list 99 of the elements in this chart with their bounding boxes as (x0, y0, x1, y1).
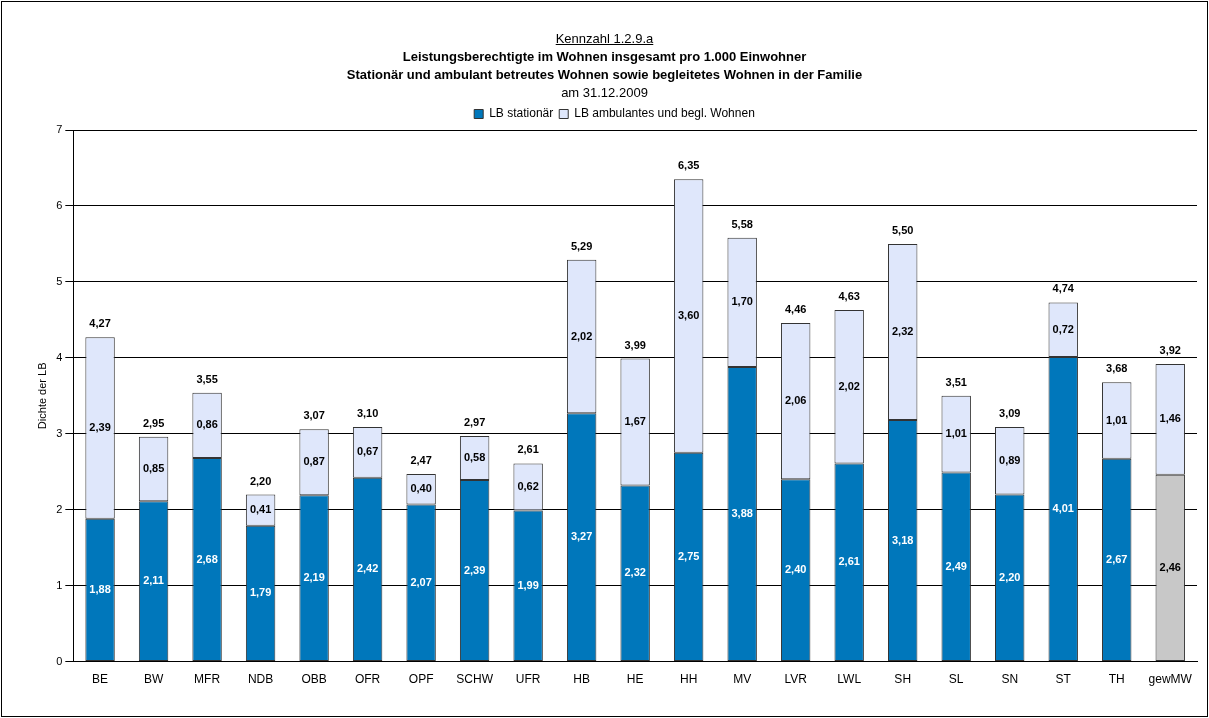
y-tick-label: 6 (56, 198, 63, 211)
data-label: 2,40 (784, 563, 807, 576)
data-label: 0,87 (303, 455, 325, 468)
data-label: 2,39 (89, 421, 111, 434)
total-label: 2,47 (410, 454, 432, 467)
data-label: 2,32 (624, 566, 646, 579)
total-label: 4,27 (89, 317, 111, 330)
total-label: 3,55 (196, 372, 218, 385)
x-tick-label: SH (894, 672, 912, 687)
total-label: 5,50 (891, 223, 914, 236)
total-label: 4,63 (838, 290, 860, 303)
total-label: 6,35 (677, 159, 700, 172)
x-tick-label: OPF (408, 672, 434, 687)
data-label: 0,62 (517, 479, 539, 492)
total-label: 2,61 (517, 443, 539, 456)
y-axis-title: Dichte der LB (35, 362, 48, 430)
x-tick-label: HE (626, 672, 644, 687)
x-tick-label: MFR (194, 672, 221, 687)
data-label: 2,06 (784, 394, 807, 407)
x-tick-label: HB (573, 672, 590, 687)
data-label: 2,46 (1159, 560, 1181, 573)
x-tick-label: BW (143, 672, 164, 687)
data-label: 2,68 (196, 552, 218, 565)
total-label: 3,92 (1159, 343, 1181, 356)
data-label: 2,75 (677, 549, 700, 562)
data-label: 1,88 (89, 582, 111, 595)
x-tick-label: LVR (784, 672, 808, 687)
x-tick-label: BE (92, 672, 109, 687)
chart-title: Leistungsberechtigte im Wohnen insgesamt pro 1.000 Einwohner (401, 48, 808, 66)
data-label: 1,79 (249, 586, 272, 599)
data-label: 2,20 (999, 570, 1021, 583)
y-tick-label: 0 (56, 654, 63, 667)
data-label: 0,40 (410, 482, 432, 495)
data-label: 1,70 (731, 295, 753, 308)
data-label: 3,88 (731, 507, 753, 520)
x-tick-label: UFR (515, 672, 541, 687)
data-label: 2,61 (838, 555, 860, 568)
total-label: 4,74 (1052, 282, 1075, 295)
x-tick-label: TH (1108, 672, 1125, 687)
data-label: 1,46 (1159, 412, 1181, 425)
x-tick-label: OBB (301, 672, 327, 687)
data-label: 0,41 (249, 503, 272, 516)
data-label: 1,67 (624, 415, 646, 428)
total-label: 3,07 (303, 409, 325, 422)
x-tick-label: OFR (354, 672, 381, 687)
y-tick-label: 7 (56, 123, 63, 136)
legend-label: LB ambulantes und begl. Wohnen (574, 106, 755, 121)
legend-label: LB stationär (489, 106, 554, 121)
text: Kennzahl 1.2.9.a (554, 30, 655, 48)
data-label: 2,02 (838, 379, 860, 392)
total-label: 3,99 (624, 338, 646, 351)
total-label: 3,09 (999, 406, 1021, 419)
data-label: 2,67 (1106, 553, 1128, 565)
y-tick-label: 2 (56, 502, 63, 515)
x-tick-label: NDB (247, 672, 274, 687)
x-tick-label: HH (680, 672, 698, 687)
data-label: 2,02 (570, 329, 593, 342)
data-label: 3,18 (891, 533, 914, 546)
data-label: 0,67 (356, 445, 379, 458)
data-label: 0,89 (999, 453, 1021, 466)
total-label: 2,97 (463, 416, 486, 429)
total-label: 2,20 (249, 474, 272, 487)
chart-subtitle: Stationär und ambulant betreutes Wohnen sowie begleitetes Wohnen in der Familie (345, 66, 864, 84)
data-label: 1,01 (1106, 413, 1128, 426)
total-label: 3,10 (356, 406, 379, 419)
data-label: 1,01 (945, 427, 967, 440)
data-label: 2,39 (463, 563, 486, 576)
data-label: 0,72 (1052, 322, 1074, 335)
total-label: 3,51 (945, 375, 967, 388)
data-label: 2,19 (303, 571, 325, 584)
x-tick-label: gewMW (1148, 672, 1193, 687)
data-label: 2,07 (410, 575, 432, 588)
x-tick-label: MV (733, 672, 752, 687)
data-label: 0,85 (142, 462, 165, 475)
total-label: 2,95 (142, 416, 165, 429)
data-label: 0,58 (463, 451, 486, 464)
total-label: 3,68 (1106, 362, 1128, 375)
total-label: 5,29 (570, 239, 593, 252)
total-label: 5,58 (731, 217, 753, 230)
data-label: 0,86 (196, 418, 218, 431)
y-tick-label: 3 (56, 426, 63, 439)
data-label: 1,99 (517, 578, 539, 591)
x-tick-label: ST (1055, 672, 1072, 687)
x-tick-label: SL (948, 672, 964, 687)
data-label: 2,42 (356, 562, 379, 575)
x-tick-label: SN (1001, 672, 1019, 687)
data-label: 3,60 (677, 309, 700, 322)
x-tick-label: LWL (837, 672, 862, 687)
data-label: 3,27 (570, 530, 593, 543)
y-tick-label: 1 (56, 578, 63, 591)
data-label: 2,11 (143, 574, 164, 587)
x-tick-label: SCHW (456, 672, 494, 687)
data-label: 2,32 (891, 325, 914, 338)
total-label: 4,46 (784, 302, 807, 315)
y-tick-label: 5 (56, 274, 63, 287)
text: am 31.12.2009 (560, 84, 649, 102)
data-label: 4,01 (1052, 502, 1074, 515)
data-label: 2,49 (945, 559, 967, 572)
y-tick-label: 4 (56, 350, 63, 363)
